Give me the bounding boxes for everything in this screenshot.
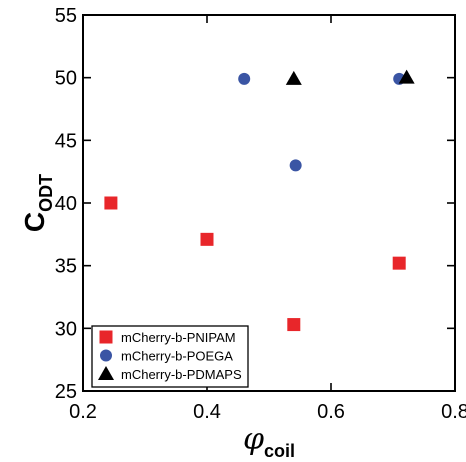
legend-marker-circle [100,349,112,362]
x-axis-label-subscript: coil [264,441,295,461]
data-point-triangle [285,70,302,85]
y-tick-label: 25 [55,381,77,403]
y-axis-label-subscript: ODT [36,174,56,212]
y-tick-label: 45 [55,130,77,152]
data-point-triangle [398,69,415,84]
legend-box [91,325,249,388]
y-tick-label: 50 [55,68,77,90]
x-tick-label: 0.8 [441,401,466,423]
x-axis-label-symbol: φ [243,422,264,457]
data-point-circle [289,159,302,172]
y-axis-label: CODT [19,174,56,232]
x-tick-label: 0.2 [69,401,97,423]
legend-label: mCherry-b-PNIPAM [121,330,236,345]
x-tick-label: 0.4 [193,401,221,423]
legend: mCherry-b-PNIPAM mCherry-b-POEGA mCherry-b… [91,325,249,388]
legend-label: mCherry-b-PDMAPS [121,367,242,382]
legend-label: mCherry-b-POEGA [121,349,233,364]
data-point-square [104,196,118,210]
plot-frame [82,14,456,392]
ticks-layer: 0.2 0.4 0.6 0.8 25 30 35 40 45 50 55 [55,5,466,423]
data-point-square [392,256,406,270]
y-axis-label-main: C [19,212,50,232]
points-layer [104,69,415,332]
legend-entries: mCherry-b-PNIPAM mCherry-b-POEGA mCherry-b… [98,330,242,382]
y-tick-label: 55 [55,5,77,27]
x-axis-label: φcoil [243,422,295,461]
data-point-square [200,232,214,246]
y-tick-label: 30 [55,318,77,340]
x-tick-label: 0.6 [317,401,345,423]
legend-marker-triangle [98,366,114,380]
y-tick-label: 35 [55,256,77,278]
legend-marker-square [99,330,113,344]
data-point-square [287,318,301,332]
y-tick-label: 40 [55,193,77,215]
data-point-circle [238,72,251,85]
